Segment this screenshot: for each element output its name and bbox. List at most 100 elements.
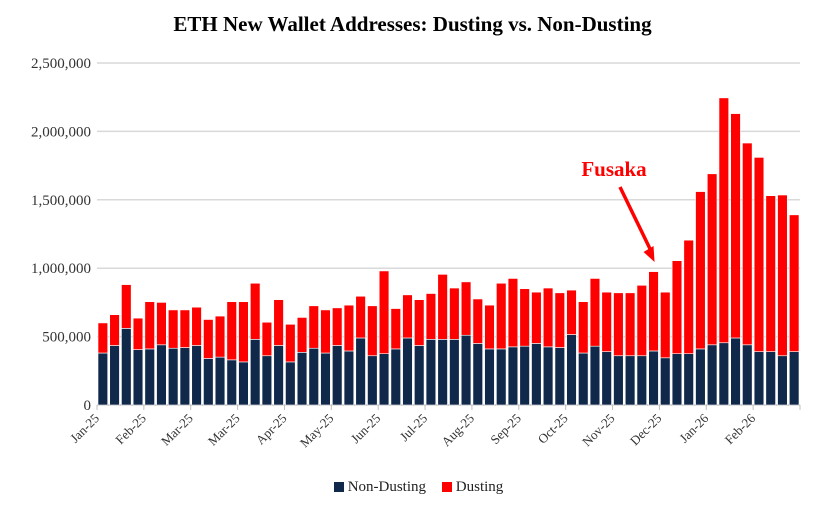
legend-swatch-non-dusting xyxy=(333,482,344,492)
bar-non-dusting xyxy=(273,345,284,406)
bar-dusting xyxy=(671,260,683,354)
annotation-label: Fusaka xyxy=(581,157,647,181)
bar-dusting xyxy=(496,282,507,350)
x-tick-label: Dec-25 xyxy=(627,411,665,449)
annotation-arrow xyxy=(618,186,654,253)
bar-dusting xyxy=(660,291,671,359)
bar-non-dusting xyxy=(191,345,202,406)
bar-non-dusting xyxy=(156,344,167,406)
bar-dusting xyxy=(566,289,577,335)
x-tick-label: Jun-25 xyxy=(348,411,384,447)
bar-non-dusting xyxy=(730,337,741,406)
bar-non-dusting xyxy=(777,355,788,406)
bar-dusting xyxy=(542,287,554,348)
bar-non-dusting xyxy=(168,347,179,406)
bar-dusting xyxy=(648,271,659,352)
bar-non-dusting xyxy=(472,343,483,406)
y-tick-label: 500,000 xyxy=(42,330,91,346)
bar-dusting xyxy=(437,274,448,340)
bar-dusting xyxy=(706,173,718,346)
bar-non-dusting xyxy=(402,337,413,406)
bar-non-dusting xyxy=(519,345,530,406)
bar-non-dusting xyxy=(296,352,308,406)
y-tick-label: 2,000,000 xyxy=(31,124,91,140)
bar-non-dusting xyxy=(788,351,800,406)
bar-dusting xyxy=(367,305,378,357)
bar-dusting xyxy=(601,291,612,352)
bar-non-dusting xyxy=(449,339,460,406)
bar-non-dusting xyxy=(378,353,390,406)
bar-dusting xyxy=(132,317,144,350)
bar-non-dusting xyxy=(343,350,355,406)
bar-dusting xyxy=(472,298,483,344)
bar-dusting xyxy=(191,306,202,346)
bar-dusting xyxy=(179,309,191,348)
y-tick-label: 0 xyxy=(84,398,92,414)
bar-non-dusting xyxy=(332,345,343,406)
bar-non-dusting xyxy=(554,347,565,406)
bar-non-dusting xyxy=(414,345,425,406)
y-tick-label: 1,500,000 xyxy=(31,193,91,209)
bar-dusting xyxy=(144,301,155,350)
bar-dusting xyxy=(484,304,495,350)
bar-dusting xyxy=(402,294,413,339)
bar-non-dusting xyxy=(601,351,612,406)
bar-dusting xyxy=(332,307,343,346)
bar-non-dusting xyxy=(695,348,706,406)
bar-dusting xyxy=(636,284,647,357)
bar-dusting xyxy=(296,317,308,353)
bar-non-dusting xyxy=(132,349,144,406)
bar-dusting xyxy=(226,301,237,361)
bar-dusting xyxy=(261,321,273,357)
y-tick-label: 2,500,000 xyxy=(31,56,91,72)
bar-dusting xyxy=(589,278,601,347)
bar-non-dusting xyxy=(355,337,366,406)
bar-dusting xyxy=(753,157,765,352)
bar-non-dusting xyxy=(261,355,273,406)
bar-dusting xyxy=(355,295,366,339)
bar-non-dusting xyxy=(144,348,155,406)
bar-non-dusting xyxy=(636,355,647,406)
x-tick-label: Feb-26 xyxy=(722,410,759,447)
bar-dusting xyxy=(730,113,741,339)
legend-swatch-dusting xyxy=(441,482,452,492)
bar-non-dusting xyxy=(531,343,542,406)
x-tick-label: May-25 xyxy=(297,411,337,451)
bar-non-dusting xyxy=(706,344,718,406)
bar-dusting xyxy=(449,287,460,340)
bar-non-dusting xyxy=(624,355,636,406)
bar-dusting xyxy=(214,315,226,358)
bar-dusting xyxy=(320,309,331,354)
bar-dusting xyxy=(718,97,730,344)
chart-title: ETH New Wallet Addresses: Dusting vs. No… xyxy=(173,12,652,36)
bar-dusting xyxy=(390,308,401,350)
bar-dusting xyxy=(156,302,167,346)
bar-non-dusting xyxy=(660,357,671,406)
bar-dusting xyxy=(308,305,319,349)
bar-non-dusting xyxy=(671,353,683,406)
bar-non-dusting xyxy=(238,361,249,406)
bar-non-dusting xyxy=(753,351,765,406)
bar-non-dusting xyxy=(214,356,226,406)
bar-non-dusting xyxy=(460,334,472,406)
bar-dusting xyxy=(695,191,706,350)
x-tick-label: Aug-25 xyxy=(438,411,477,450)
bar-dusting xyxy=(683,239,694,355)
bar-dusting xyxy=(203,319,214,359)
bar-non-dusting xyxy=(390,348,401,406)
bar-dusting xyxy=(519,288,530,347)
bar-dusting xyxy=(414,299,425,346)
x-tick-label: Nov-25 xyxy=(579,411,618,450)
bar-non-dusting xyxy=(250,339,261,406)
bar-dusting xyxy=(121,284,132,329)
bar-non-dusting xyxy=(109,345,120,406)
y-tick-label: 1,000,000 xyxy=(31,261,91,277)
bar-non-dusting xyxy=(437,339,448,406)
bar-dusting xyxy=(285,323,296,363)
bar-non-dusting xyxy=(179,347,191,406)
annotation-arrowhead xyxy=(643,246,655,262)
bar-dusting xyxy=(460,281,472,336)
legend-label-dusting: Dusting xyxy=(455,479,504,495)
x-tick-label: Mar-25 xyxy=(158,411,196,449)
